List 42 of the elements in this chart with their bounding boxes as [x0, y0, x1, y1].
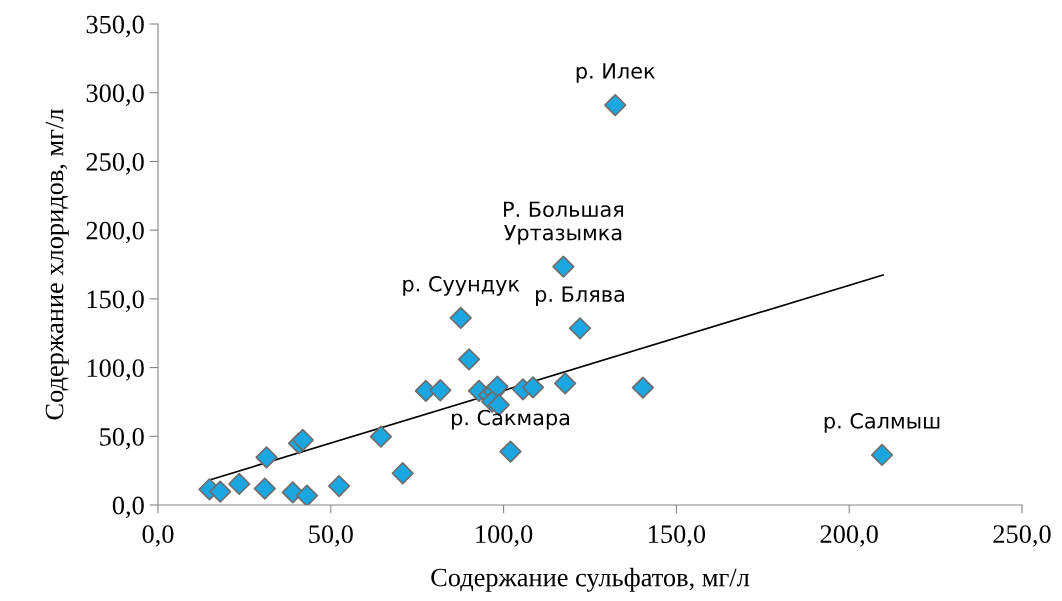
y-tick-label: 300,0 [86, 84, 144, 106]
point [209, 480, 232, 503]
point [553, 372, 577, 395]
point [327, 474, 351, 498]
point [449, 306, 472, 330]
point [568, 317, 592, 340]
annotation: р. Суундук [403, 275, 520, 296]
y-tick-label: 150,0 [87, 290, 144, 313]
point [253, 477, 276, 500]
annotation: р. Блява [536, 286, 624, 307]
y-tick-label: 250,0 [86, 153, 144, 175]
x-tick-label: 200,0 [820, 525, 878, 547]
point [499, 440, 522, 463]
y-tick-label: 50,0 [100, 427, 144, 450]
point [228, 472, 251, 496]
x-tick-label: 250,0 [993, 525, 1051, 547]
annotation: р. Илек [576, 63, 655, 83]
point [631, 376, 655, 399]
y-axis-title: Содержание хлоридов, мг/л [45, 109, 69, 420]
annotation: Р. Большая Уртазымка [504, 201, 624, 245]
y-tick-label: 100,0 [87, 359, 144, 381]
y-tick-label: 350,0 [86, 15, 144, 38]
point [255, 446, 278, 469]
point [486, 375, 509, 398]
x-tick-label: 50,0 [309, 525, 353, 547]
x-tick-label: 100,0 [476, 525, 533, 547]
point [391, 462, 414, 485]
point [870, 443, 894, 467]
point [429, 379, 452, 402]
y-tick-label: 200,0 [86, 221, 144, 244]
point [552, 255, 575, 278]
point [457, 348, 481, 371]
x-tick-label: 150,0 [649, 525, 706, 547]
point [295, 484, 319, 505]
y-tick-label: 0,0 [112, 496, 144, 519]
x-tick-label: 0,0 [142, 525, 174, 547]
point [604, 93, 627, 117]
annotation: р. Салмыш [824, 412, 940, 433]
point [521, 376, 545, 399]
x-axis-title: Содержание сульфатов, мг/л [431, 567, 750, 592]
annotation: р. Сакмара [451, 409, 570, 430]
point [369, 425, 393, 448]
